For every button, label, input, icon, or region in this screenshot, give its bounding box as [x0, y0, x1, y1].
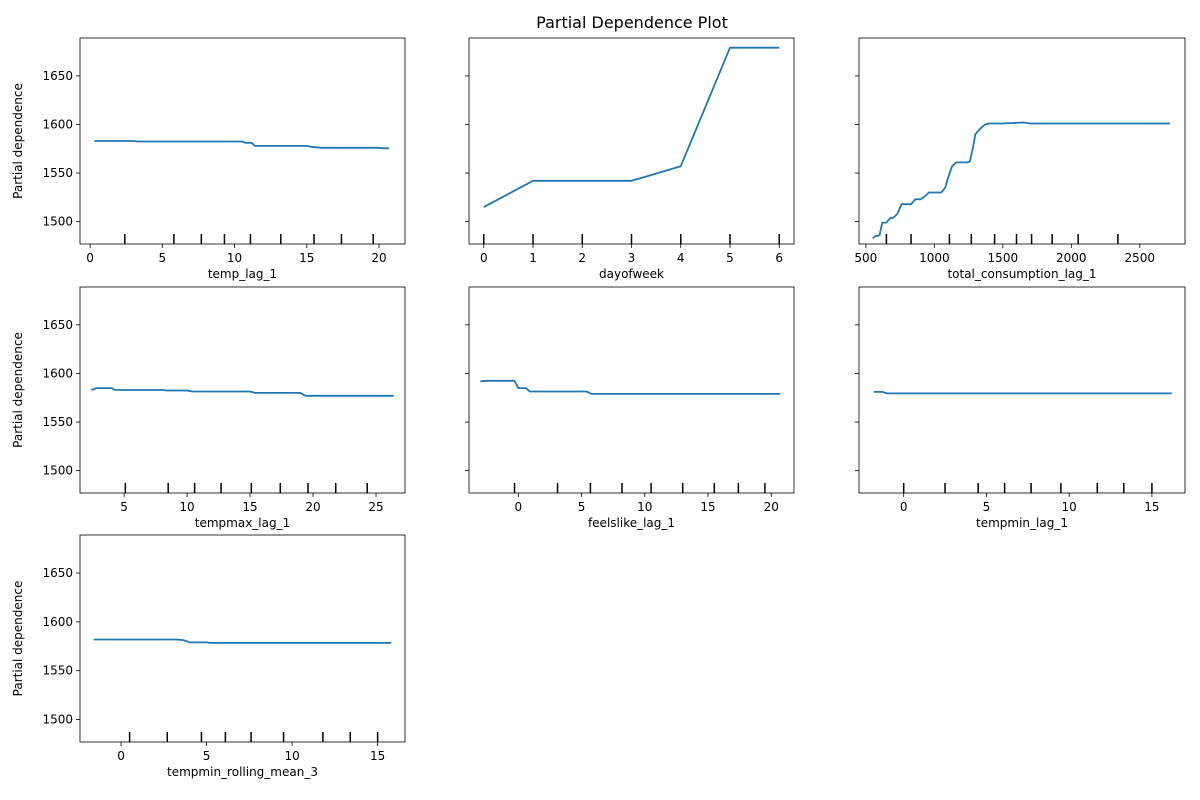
x-tick-label: 0 [117, 749, 125, 763]
y-tick-label: 1650 [42, 69, 73, 83]
partial-dependence-line [872, 121, 1170, 239]
axes-frame [468, 286, 795, 494]
subplot-6: 0 5 10 15 tempmin_lag_1 [855, 286, 1186, 530]
x-axis-label: total_consumption_lag_1 [947, 267, 1096, 281]
subplot-3: 500 1000 1500 2000 2500 total_consumption_lag… [854, 37, 1186, 281]
y-tick-label: 1500 [42, 215, 73, 229]
x-tick-label: 5 [159, 251, 167, 265]
x-tick-label: 4 [677, 251, 685, 265]
x-tick-label: 15 [299, 251, 314, 265]
subplot-5: 0 5 10 15 20 feelslike_lag_1 [465, 286, 795, 530]
x-tick-label: 10 [637, 500, 652, 514]
axes-frame [79, 534, 406, 743]
x-tick-label: 25 [368, 500, 383, 514]
x-tick-label: 10 [284, 749, 299, 763]
x-tick-label: 5 [203, 749, 211, 763]
subplot-4: 5 10 15 20 25 1500 1550 1600 1650 tempmax_lag_1 Pa… [11, 286, 406, 530]
partial-dependence-line [483, 46, 780, 208]
x-tick-label: 5 [726, 251, 734, 265]
axes-frame [468, 37, 795, 245]
x-tick-label: 1 [529, 251, 537, 265]
x-axis-label: tempmin_lag_1 [976, 516, 1068, 530]
x-tick-label: 2 [578, 251, 586, 265]
x-tick-label: 15 [370, 749, 385, 763]
partial-dependence-line [93, 638, 392, 644]
subplot-7: 0 5 10 15 1500 1550 1600 1650 tempmin_rolling_me… [11, 534, 406, 779]
axes-frame [858, 286, 1186, 494]
y-tick-label: 1550 [42, 415, 73, 429]
x-tick-label: 1500 [988, 251, 1019, 265]
subplot-grid: 0 5 10 15 201500155016001650temp_lag_1Partia… [11, 37, 1186, 779]
x-tick-label: 20 [305, 500, 320, 514]
y-tick-label: 1600 [42, 615, 73, 629]
y-tick-label: 1650 [42, 566, 73, 580]
axes-frame [79, 37, 406, 245]
x-tick-label: 10 [1062, 500, 1077, 514]
y-tick-label: 1500 [42, 464, 73, 478]
subplot-1: 0 5 10 15 20 1500 1550 1600 1650 temp_lag_1 Partia… [11, 37, 406, 281]
x-tick-label: 10 [179, 500, 194, 514]
y-tick-label: 1600 [42, 117, 73, 131]
partial-dependence-line [873, 391, 1172, 395]
y-axis-label: Partial dependence [11, 83, 25, 199]
x-tick-label: 15 [242, 500, 257, 514]
y-tick-label: 1500 [42, 713, 73, 727]
partial-dependence-line [90, 387, 394, 397]
x-tick-label: 15 [700, 500, 715, 514]
x-tick-label: 3 [628, 251, 636, 265]
x-tick-label: 0 [86, 251, 94, 265]
x-tick-label: 500 [854, 251, 877, 265]
figure-title: Partial Dependence Plot [536, 13, 728, 32]
partial-dependence-line [480, 379, 781, 395]
x-tick-label: 5 [120, 500, 128, 514]
x-tick-label: 1000 [919, 251, 950, 265]
x-tick-label: 5 [983, 500, 991, 514]
y-tick-label: 1550 [42, 664, 73, 678]
y-tick-label: 1600 [42, 366, 73, 380]
x-axis-label: tempmin_rolling_mean_3 [167, 765, 318, 779]
axes-frame [79, 286, 406, 494]
y-axis-label: Partial dependence [11, 581, 25, 697]
partial-dependence-line [94, 140, 390, 150]
y-tick-label: 1650 [42, 318, 73, 332]
y-axis-label: Partial dependence [11, 332, 25, 448]
y-tick-label: 1550 [42, 166, 73, 180]
x-axis-label: dayofweek [599, 267, 664, 281]
x-tick-label: 20 [764, 500, 779, 514]
x-tick-label: 0 [900, 500, 908, 514]
x-axis-label: feelslike_lag_1 [588, 516, 675, 530]
x-tick-label: 5 [578, 500, 586, 514]
x-tick-label: 6 [775, 251, 783, 265]
x-tick-label: 2500 [1125, 251, 1156, 265]
x-tick-label: 2000 [1056, 251, 1087, 265]
subplot-2: 0 1 2 3 4 5 6 dayofweek [465, 37, 795, 281]
x-tick-label: 0 [514, 500, 522, 514]
axes-frame [858, 37, 1186, 245]
x-axis-label: tempmax_lag_1 [195, 516, 290, 530]
x-tick-label: 0 [480, 251, 488, 265]
x-tick-label: 20 [371, 251, 386, 265]
x-tick-label: 10 [227, 251, 242, 265]
x-axis-label: temp_lag_1 [208, 267, 277, 281]
x-tick-label: 15 [1144, 500, 1159, 514]
